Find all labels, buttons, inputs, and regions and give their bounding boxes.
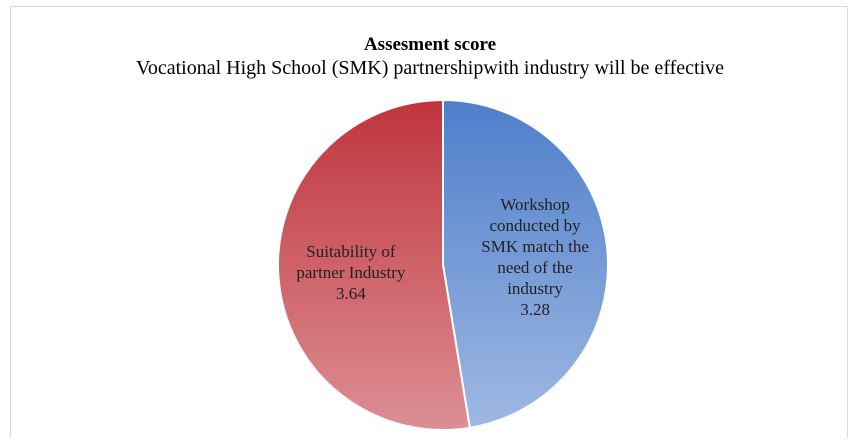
slice-category: Workshop conducted by SMK match the need… bbox=[481, 195, 589, 299]
slice-value: 3.64 bbox=[336, 284, 366, 304]
slice-label: Suitability of partner Industry 3.64 bbox=[286, 241, 416, 304]
pie-slice bbox=[442, 98, 609, 429]
chart-frame bbox=[10, 6, 848, 438]
slice-value: 3.28 bbox=[520, 300, 550, 320]
chart-title: Assesment score bbox=[363, 34, 497, 55]
slice-category: Suitability of partner Industry bbox=[296, 242, 406, 283]
pie-slice bbox=[277, 98, 471, 431]
chart-subtitle: Vocational High School (SMK) partnership… bbox=[135, 57, 725, 79]
slice-label: Workshop conducted by SMK match the need… bbox=[470, 194, 600, 320]
